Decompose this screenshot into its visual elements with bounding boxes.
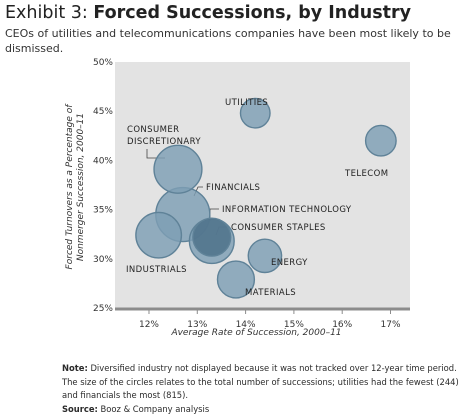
x-tick-label: 14% [236,320,256,330]
x-tick-label: 12% [139,320,159,330]
bubble-energy [247,238,283,274]
exhibit-subtitle: CEOs of utilities and telecommunications… [5,27,451,55]
x-tick-label: 13% [187,320,207,330]
y-axis-ticks: 50% 45% 40% 35% 30% 25% [93,58,113,314]
y-tick-label: 45% [93,107,113,117]
footnote: Note: Diversified industry not displayed… [62,362,462,403]
x-axis-title: Average Rate of Succession, 2000–11 [170,328,341,338]
source-line: Source: Booz & Company analysis [62,403,209,415]
point-label: MATERIALS [245,288,296,298]
point-label: FINANCIALS [206,183,260,193]
point-labels: UTILITIES TELECOM CONSUMER DISCRETIONARY FIN… [126,98,388,298]
point-label: UTILITIES [225,98,268,108]
note-label: Note: [62,363,88,373]
point-label: INDUSTRIALS [126,265,187,275]
source-label: Source: [62,404,98,414]
exhibit-title: Exhibit 3: Forced Successions, by Indust… [5,2,411,24]
note-text: Diversified industry not displayed becau… [62,363,459,400]
exhibit-title-lead: Exhibit 3: [5,3,94,23]
x-tick-label: 16% [332,320,352,330]
bubble-utilities [239,97,271,129]
bubble-consumer-discretionary [153,144,203,194]
bubble-telecom [364,124,397,157]
y-axis-title-line: Nonmerger Succession, 2000–11 [76,113,86,261]
y-axis-title-line: Forced Turnovers as a Percentage of [65,103,75,270]
x-tick-label: 15% [284,320,304,330]
y-tick-label: 25% [93,304,113,314]
point-label: TELECOM [344,169,388,179]
bubble-materials [216,260,256,299]
source-text: Booz & Company analysis [100,404,210,414]
point-label: CONSUMER [127,125,179,135]
point-label: ENERGY [271,258,308,268]
point-label: CONSUMER STAPLES [231,223,326,233]
bubble-industrials [135,211,183,259]
bubble-consumer-staples [192,217,232,257]
y-tick-label: 40% [93,156,113,166]
y-tick-label: 50% [93,58,113,68]
exhibit-title-main: Forced Successions, by Industry [93,3,412,23]
point-label: INFORMATION TECHNOLOGY [222,205,352,215]
y-tick-label: 35% [93,206,113,216]
y-tick-label: 30% [93,255,113,265]
y-axis-title: Forced Turnovers as a Percentage ofNonme… [65,103,86,270]
x-axis-ticks: 12% 13% 14% 15% 16% 17% [139,310,401,330]
bubbles [135,97,397,299]
point-label: DISCRETIONARY [127,137,201,147]
x-tick-label: 17% [381,320,401,330]
